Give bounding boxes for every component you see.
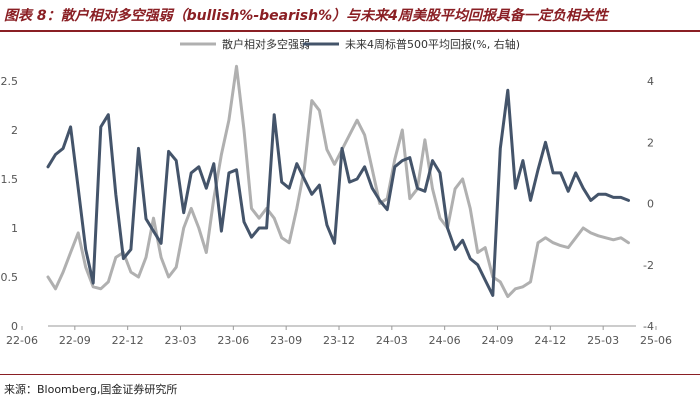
right-y-tick-label: 0 [647,198,654,211]
x-tick-label: 25-03 [587,334,619,347]
source-note: 来源：Bloomberg,国金证券研究所 [4,383,178,396]
x-tick-label: 25-06 [640,334,672,347]
x-tick-label: 22-09 [59,334,91,347]
x-tick-label: 23-12 [323,334,355,347]
left-y-tick-label: 1.5 [1,173,19,186]
x-tick-label: 23-06 [217,334,249,347]
x-tick-label: 24-12 [534,334,566,347]
chart-axes: 22-06 22-09 22-12 23-03 23-06 23-09 23-12 24-03… [1,75,672,347]
legend-label: 散户相对多空强弱 [222,37,310,51]
left-y-tick-label: 2 [11,124,18,137]
left-y-tick-label: 0.5 [1,271,19,284]
right-y-tick-label: 2 [647,136,654,149]
x-tick-label: 24-09 [482,334,514,347]
left-y-tick-label: 2.5 [1,75,19,88]
source-divider [0,374,700,375]
series-line-sp500-return [46,88,630,297]
right-y-tick-label: 4 [647,75,654,88]
x-tick-label: 23-09 [270,334,302,347]
x-tick-label: 23-03 [165,334,197,347]
title-bar: 图表 8：散户相对多空强弱（bullish%-bearish%）与未来4周美股平… [0,0,700,32]
legend: 散户相对多空强弱 未来4周标普500平均回报(%, 右轴) [180,37,520,51]
x-tick-label: 22-06 [6,334,38,347]
x-tick-label: 22-12 [112,334,144,347]
legend-label: 未来4周标普500平均回报(%, 右轴) [345,37,520,51]
left-y-tick-label: 0 [11,320,18,333]
page-title: 图表 8：散户相对多空强弱（bullish%-bearish%）与未来4周美股平… [4,8,608,24]
series-line-sentiment [46,64,630,299]
x-tick-label: 24-06 [429,334,461,347]
left-y-tick-label: 1 [11,222,18,235]
chart-series [46,64,630,299]
right-y-tick-label: -2 [643,259,654,272]
line-chart: 散户相对多空强弱 未来4周标普500平均回报(%, 右轴) 22-06 22-09 2… [1,37,672,347]
x-tick-label: 24-03 [376,334,408,347]
right-y-tick-label: -4 [643,320,654,333]
